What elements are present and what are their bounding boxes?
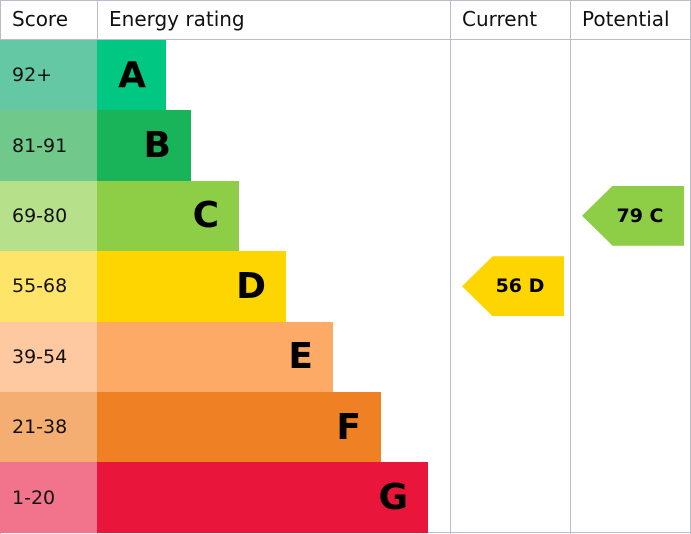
score-range-c: 69-80 xyxy=(0,180,97,252)
score-range-b: 81-91 xyxy=(0,110,97,181)
rating-bar-d: D xyxy=(97,251,286,322)
current-rating-arrow: 56 D xyxy=(462,256,564,317)
score-range-e: 39-54 xyxy=(0,321,97,392)
header-divider xyxy=(0,39,691,40)
rating-bar-g: G xyxy=(97,462,428,533)
score-range-d: 55-68 xyxy=(0,251,97,322)
header-score: Score xyxy=(12,7,69,31)
score-range-g: 1-20 xyxy=(0,462,97,533)
score-range-a: 92+ xyxy=(0,40,97,111)
potential-rating-arrow: 79 C xyxy=(582,185,684,246)
rating-bar-c: C xyxy=(97,180,239,252)
rating-bar-a: A xyxy=(97,40,166,111)
header-energy-rating: Energy rating xyxy=(109,7,245,31)
header-current: Current xyxy=(462,7,538,31)
column-divider xyxy=(570,0,571,534)
border-top xyxy=(0,0,691,1)
rating-bar-b: B xyxy=(97,110,191,181)
rating-bar-f: F xyxy=(97,392,381,463)
rating-bar-e: E xyxy=(97,321,333,392)
header-potential: Potential xyxy=(582,7,670,31)
column-divider xyxy=(450,0,451,534)
score-range-f: 21-38 xyxy=(0,392,97,463)
